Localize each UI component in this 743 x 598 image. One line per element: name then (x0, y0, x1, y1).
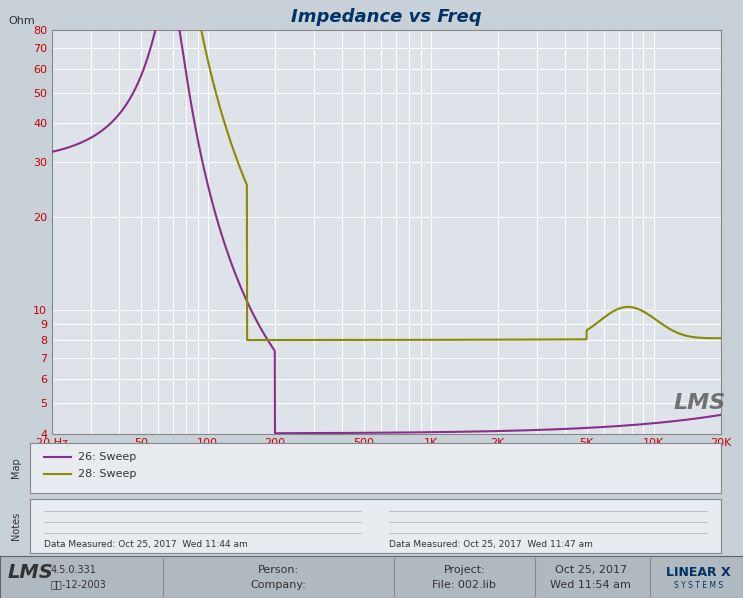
Text: 28: Sweep: 28: Sweep (78, 469, 137, 479)
Text: 4.5.0.331: 4.5.0.331 (51, 565, 97, 575)
Text: LMS: LMS (674, 393, 726, 413)
Text: Data Measured: Oct 25, 2017  Wed 11:47 am: Data Measured: Oct 25, 2017 Wed 11:47 am (389, 540, 593, 549)
Text: Ohm: Ohm (9, 16, 36, 26)
Text: Person:: Person: (258, 565, 299, 575)
Title: Impedance vs Freq: Impedance vs Freq (291, 8, 481, 26)
Text: Notes: Notes (11, 512, 22, 541)
Text: Project:: Project: (444, 565, 485, 575)
Text: Map: Map (11, 457, 22, 478)
Text: Wed 11:54 am: Wed 11:54 am (551, 579, 631, 590)
Text: 26: Sweep: 26: Sweep (78, 451, 136, 462)
Text: Company:: Company: (250, 579, 307, 590)
Text: File: 002.lib: File: 002.lib (432, 579, 496, 590)
Text: Data Measured: Oct 25, 2017  Wed 11:44 am: Data Measured: Oct 25, 2017 Wed 11:44 am (44, 540, 247, 549)
Text: Oct 25, 2017: Oct 25, 2017 (554, 565, 627, 575)
Text: S Y S T E M S: S Y S T E M S (674, 581, 723, 590)
Text: LMS: LMS (7, 563, 53, 582)
Text: LINEAR X: LINEAR X (666, 566, 730, 578)
Text: 二月-12-2003: 二月-12-2003 (51, 579, 106, 590)
